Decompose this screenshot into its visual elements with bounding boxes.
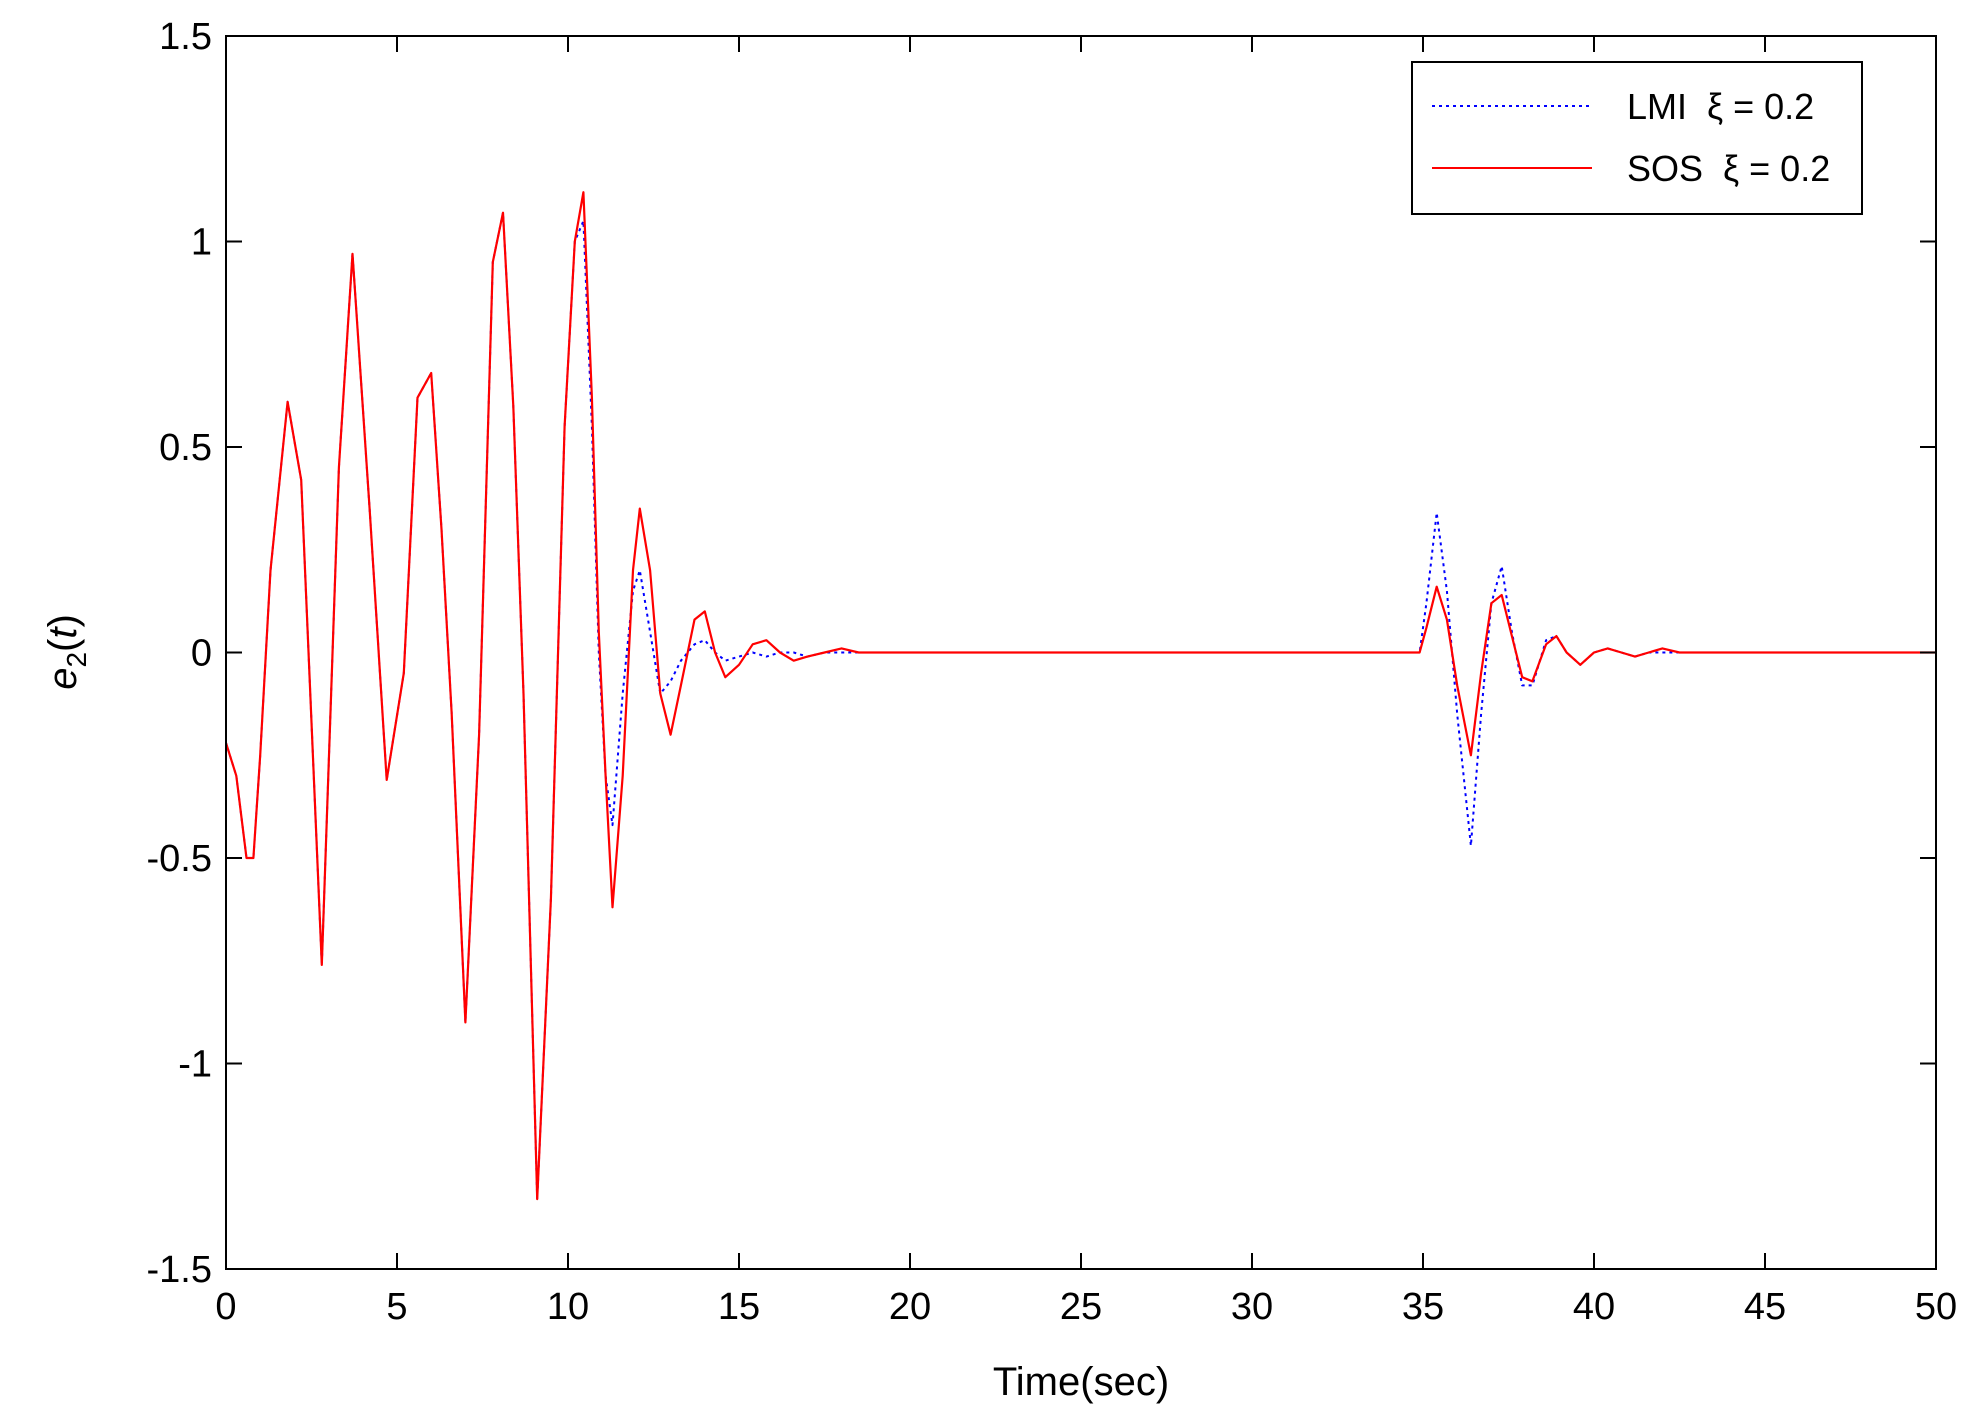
x-axis-label: Time(sec) [993,1360,1169,1404]
x-tick-label: 10 [547,1286,589,1328]
legend: LMI ξ = 0.2 SOS ξ = 0.2 [1411,61,1863,215]
legend-label-lmi: LMI ξ = 0.2 [1627,86,1814,127]
y-axis-label: e2(t) [41,614,92,690]
legend-box [1411,61,1863,215]
x-tick-label: 5 [386,1286,407,1328]
y-axis-label-close: ) [41,614,85,627]
y-axis-label-open: ( [41,638,85,652]
series-sos-line [224,191,1936,1201]
x-tick-label: 25 [1060,1286,1102,1328]
y-tick-label: 1 [191,222,212,264]
y-axis-label-var: t [41,626,85,639]
x-tick-label: 30 [1231,1286,1273,1328]
y-tick-label: -1 [178,1044,212,1086]
x-tick-label: 50 [1915,1286,1957,1328]
x-tick-label: 40 [1573,1286,1615,1328]
y-tick-label: 1.5 [159,16,212,58]
legend-label-sos: SOS ξ = 0.2 [1627,148,1830,189]
x-tick-label: 15 [718,1286,760,1328]
y-tick-label: -0.5 [147,838,212,880]
y-axis-label-main: e [41,668,85,690]
x-tick-label: 20 [889,1286,931,1328]
y-tick-label: 0 [191,633,212,675]
y-tick-label: -1.5 [147,1249,212,1291]
x-tick-label: 0 [215,1286,236,1328]
y-tick-label: 0.5 [159,427,212,469]
y-axis: -1.5 -1 -0.5 0 0.5 1 1.5 [147,16,1936,1291]
series-layer [224,191,1936,1201]
x-axis: 0 5 10 15 20 25 30 35 40 45 50 [215,36,1957,1328]
y-axis-label-sub: 2 [61,652,92,668]
x-tick-label: 45 [1744,1286,1786,1328]
x-tick-label: 35 [1402,1286,1444,1328]
